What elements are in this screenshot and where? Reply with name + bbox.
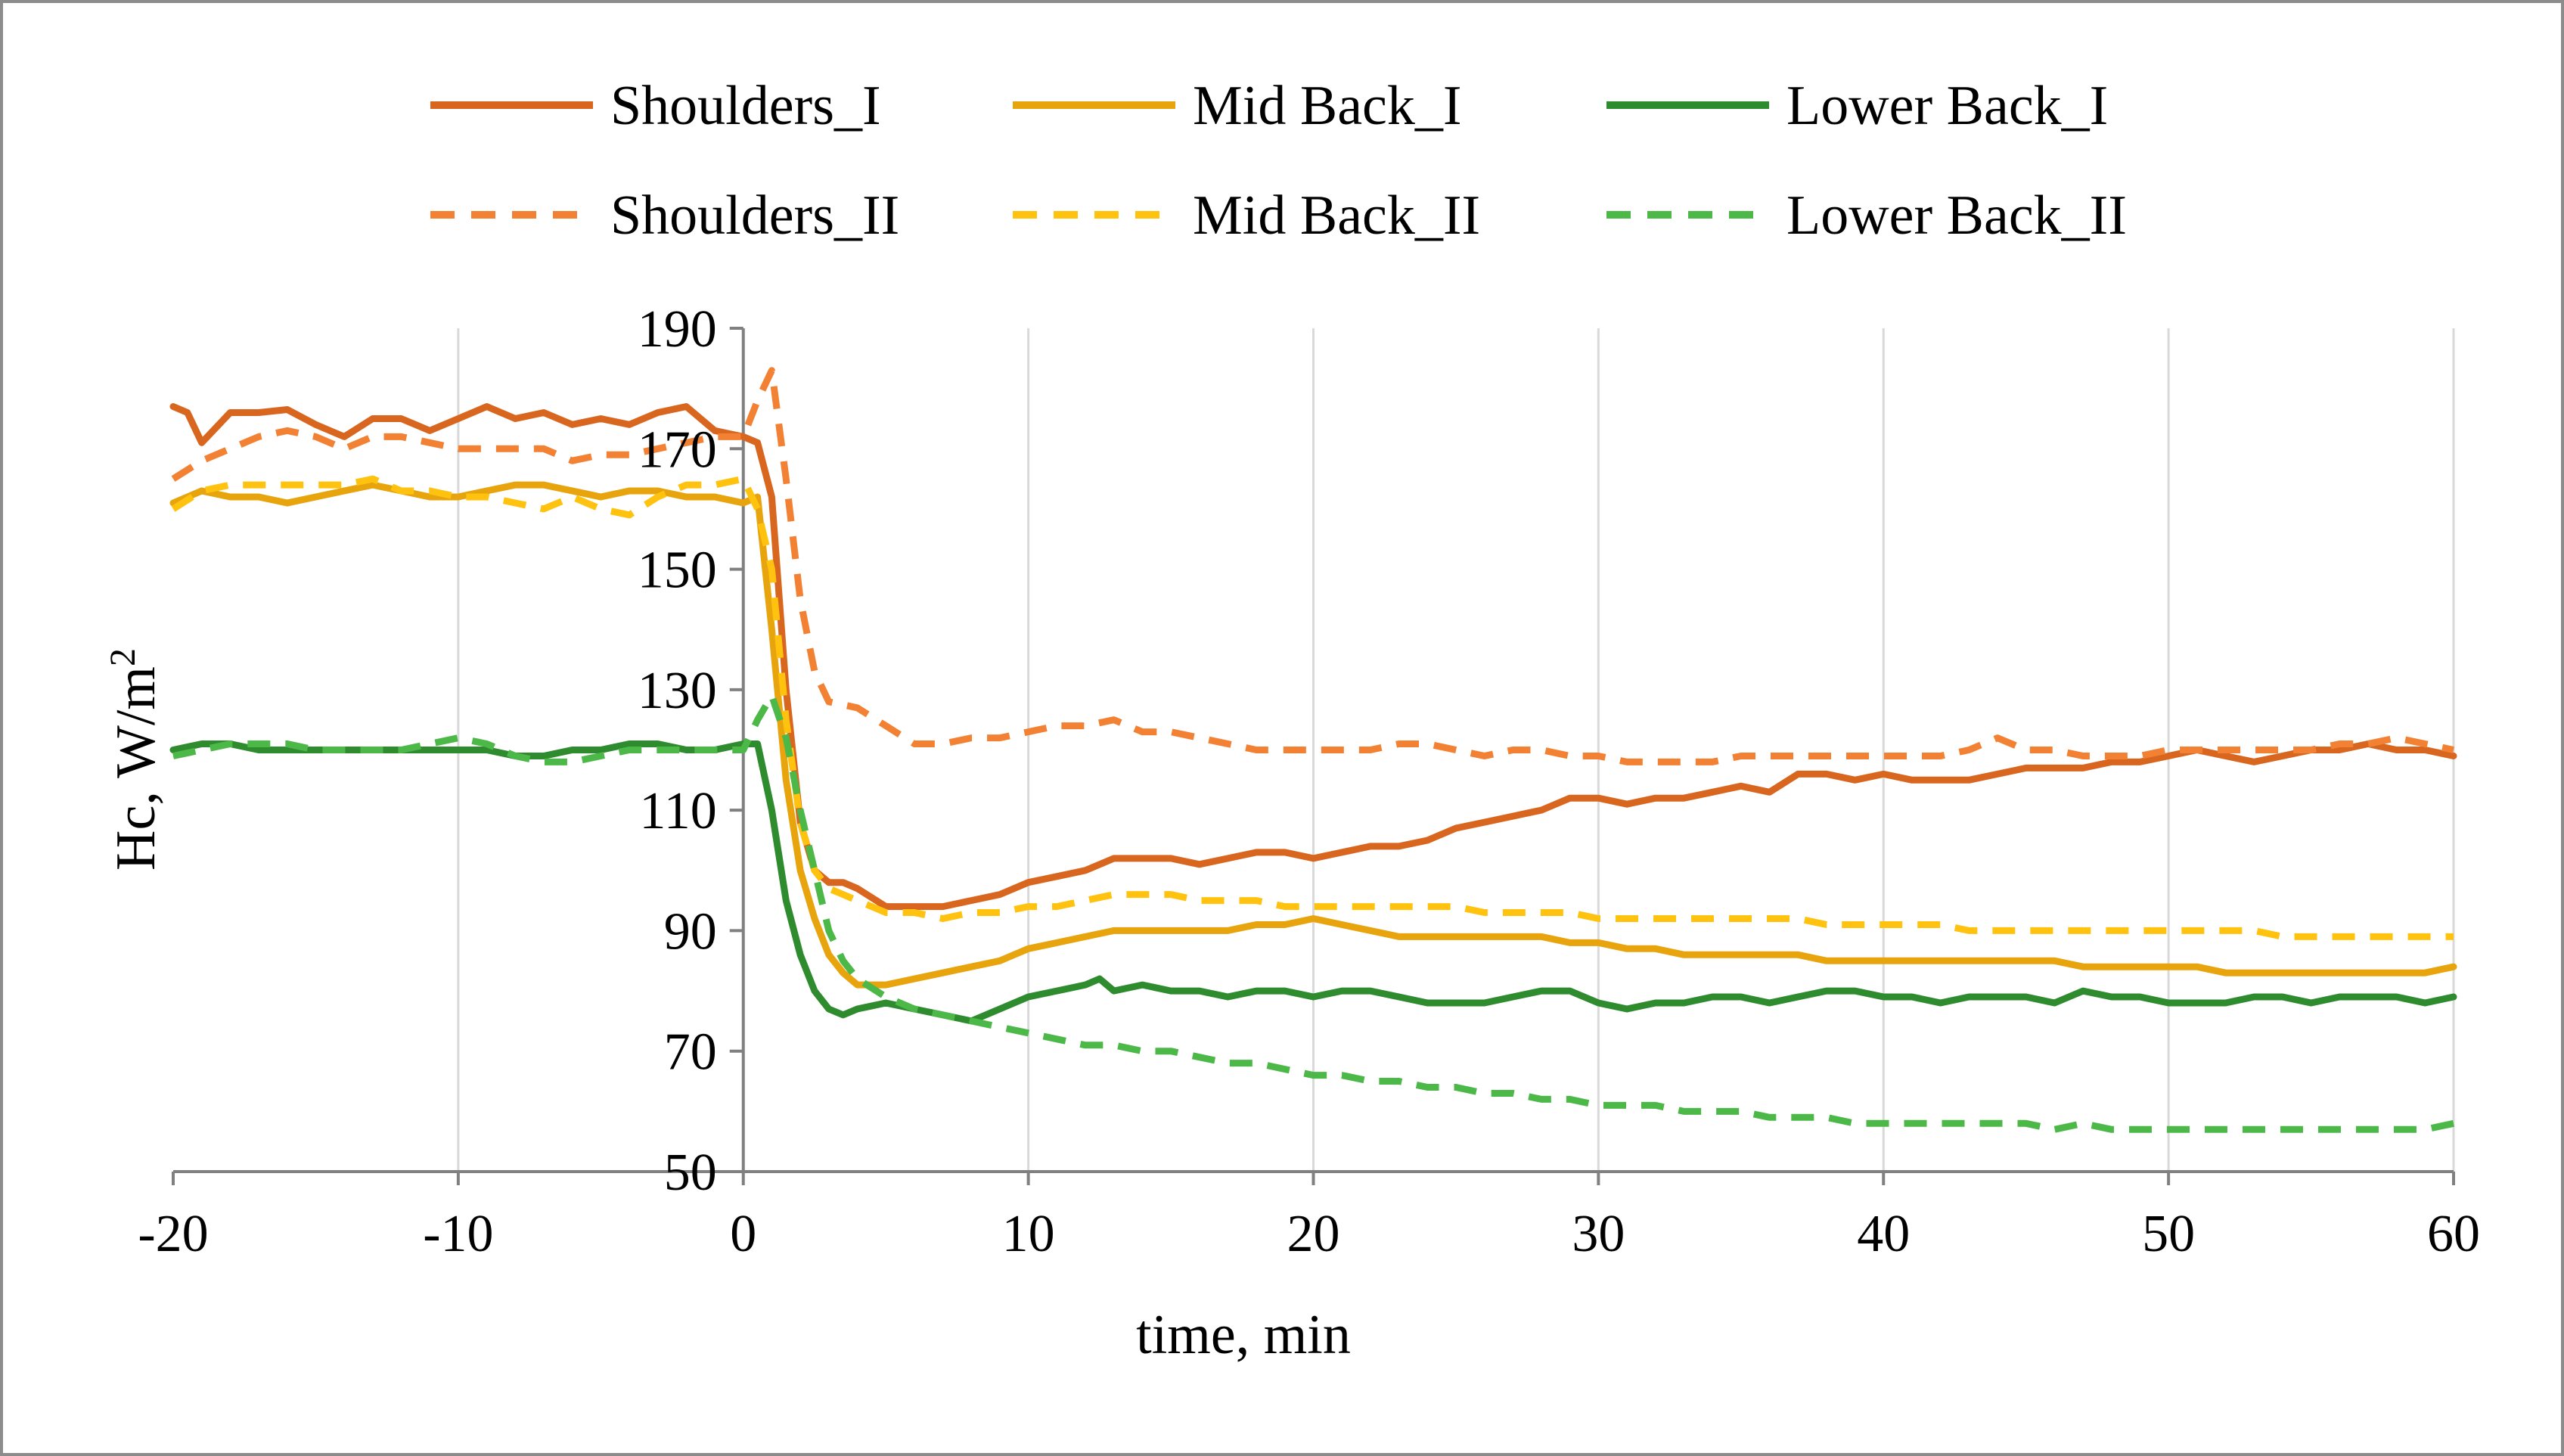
x-tick-label: 20 xyxy=(1287,1205,1340,1263)
tick-labels: -20 -10 0 10 20 30 40 50 60 50 70 90 110 130 150 170 190 xyxy=(138,300,2480,1263)
legend-label: Lower Back_II xyxy=(1786,185,2127,247)
x-tick-label: 60 xyxy=(2427,1205,2480,1263)
grid-lines xyxy=(457,328,2455,1172)
legend[interactable]: Shoulders_I Mid Back_I Lower Back_I Shoulde… xyxy=(430,75,2127,247)
x-tick-label: -10 xyxy=(423,1205,493,1263)
legend-label: Mid Back_II xyxy=(1193,185,1480,247)
legend-label: Lower Back_I xyxy=(1786,75,2108,137)
y-axis-title-text: Hc, W/m xyxy=(105,666,167,871)
y-tick-label: 150 xyxy=(638,542,717,600)
legend-label: Shoulders_I xyxy=(610,75,881,137)
legend-label: Shoulders_II xyxy=(610,185,899,247)
y-tick-label: 130 xyxy=(638,662,717,720)
y-axis-title-superscript: 2 xyxy=(103,648,143,666)
x-axis-title: time, min xyxy=(1136,1304,1351,1366)
y-tick-label: 110 xyxy=(639,782,716,840)
x-tick-label: 30 xyxy=(1572,1205,1625,1263)
series-line-lower-back-i xyxy=(169,740,2457,1025)
chart-svg: -20 -10 0 10 20 30 40 50 60 50 70 90 110 130 150 170 190… xyxy=(103,75,2480,1366)
y-axis-title: Hc, W/m2 xyxy=(103,648,167,871)
x-tick-label: -20 xyxy=(138,1205,208,1263)
x-tick-label: 0 xyxy=(730,1205,756,1263)
legend-label: Mid Back_I xyxy=(1193,75,1462,137)
x-tick-label: 40 xyxy=(1857,1205,1910,1263)
series-line-mid-back-i xyxy=(169,481,2457,989)
series-lines xyxy=(169,367,2457,1133)
y-tick-label: 90 xyxy=(664,902,717,961)
series-line-mid-back-ii xyxy=(171,475,2454,940)
x-tick-label: 10 xyxy=(1002,1205,1055,1263)
y-tick-label: 190 xyxy=(638,300,717,359)
series-line-shoulders-i xyxy=(169,403,2457,911)
y-tick-label: 50 xyxy=(664,1144,717,1202)
x-tick-label: 50 xyxy=(2142,1205,2195,1263)
y-tick-label: 70 xyxy=(664,1023,717,1082)
y-tick-label: 170 xyxy=(638,421,717,479)
